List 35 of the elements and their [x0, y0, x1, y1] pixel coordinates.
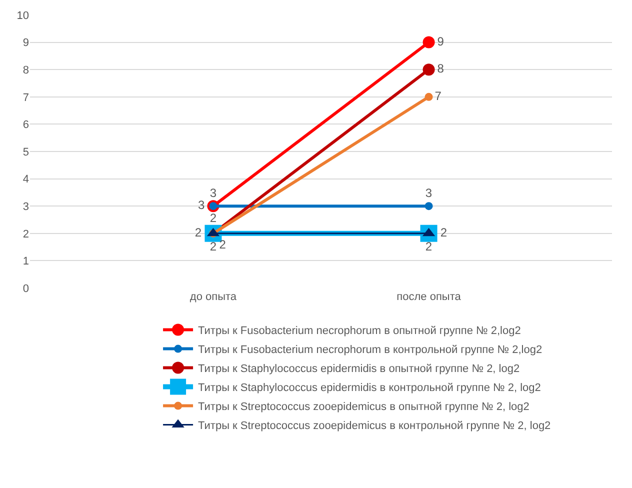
legend-label: Титры к Streptococcus zooepidemicus в контрольной группе № 2, log2: [198, 420, 551, 432]
data-label: 3: [198, 198, 206, 212]
y-tick-label: 1: [22, 256, 29, 268]
data-label: 7: [434, 88, 442, 103]
x-tick-label: до опыта: [190, 291, 238, 303]
point: [422, 64, 435, 76]
y-tick-label: 5: [22, 146, 29, 158]
x-tick-label: после опыта: [396, 291, 462, 303]
y-tick-label: 2: [22, 228, 29, 240]
data-label: 3: [425, 186, 432, 200]
y-tick-label: 10: [16, 10, 29, 22]
y-tick-label: 0: [22, 282, 29, 295]
y-tick-label: 3: [22, 200, 29, 213]
data-label: 9: [437, 34, 444, 48]
data-label: 2: [194, 225, 202, 240]
y-tick-label: 6: [22, 119, 29, 132]
y-tick-label: 8: [22, 64, 29, 76]
data-label: 2: [440, 225, 448, 240]
data-label: 2: [210, 210, 217, 225]
legend-label: Титры к Staphylococcus epidermidis в контрольной группе № 2, log2: [198, 382, 541, 394]
y-tick-label: 4: [22, 174, 29, 186]
legend-label: Титры к Streptococcus zooepidemicus в опытной группе № 2, log2: [198, 401, 530, 414]
data-label: 8: [437, 62, 444, 76]
legend-label: Титры к Fusobacterium necrophorum в контрольной группе № 2,log2: [198, 344, 542, 356]
point: [422, 36, 435, 48]
y-tick-label: 9: [22, 37, 29, 50]
data-label: 2: [210, 239, 217, 254]
legend-label: Титры к Fusobacterium necrophorum в опытной группе № 2,log2: [198, 325, 521, 338]
data-label: 2: [425, 239, 432, 254]
data-label: 3: [210, 186, 217, 200]
y-tick-label: 7: [22, 92, 29, 104]
point: [424, 202, 433, 210]
point: [424, 92, 433, 101]
legend-label: Титры к Staphylococcus epidermidis в опытной группе № 2, log2: [198, 363, 520, 376]
data-label: 2: [219, 237, 226, 252]
